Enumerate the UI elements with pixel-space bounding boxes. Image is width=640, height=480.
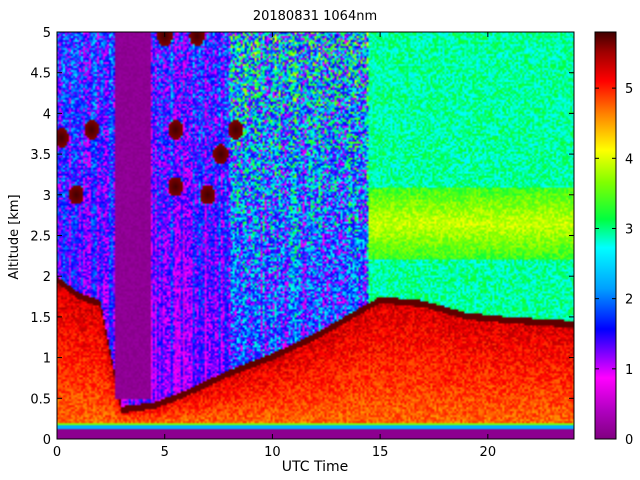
y-tick-label: 4 — [43, 107, 51, 122]
chart-title: 20180831 1064nm — [253, 9, 377, 24]
x-tick-label: 15 — [372, 445, 389, 460]
backscatter-heatmap — [57, 32, 574, 439]
colorbar-tick-label: 1 — [625, 363, 633, 378]
x-axis-ticks: 0 5 10 15 20 — [53, 32, 496, 460]
y-tick-label: 3 — [43, 189, 51, 204]
y-tick-label: 3.5 — [30, 148, 51, 163]
y-tick-label: 2 — [43, 270, 51, 285]
y-tick-label: 1.5 — [30, 311, 51, 326]
y-axis-ticks: 0 0.5 1 1.5 2 2.5 3 3.5 4 4.5 5 — [30, 26, 574, 448]
x-tick-label: 0 — [53, 445, 61, 460]
colorbar-tick-label: 2 — [625, 293, 633, 308]
colorbar-tick-label: 5 — [625, 82, 633, 97]
y-tick-label: 4.5 — [30, 67, 51, 82]
x-tick-label: 20 — [480, 445, 497, 460]
y-tick-label: 2.5 — [30, 230, 51, 245]
colorbar-gradient — [594, 31, 617, 440]
y-tick-label: 5 — [43, 26, 51, 41]
y-tick-label: 0.5 — [30, 392, 51, 407]
colorbar-tick-label: 4 — [625, 152, 633, 167]
x-tick-label: 5 — [161, 445, 169, 460]
colorbar-tick-label: 0 — [625, 433, 633, 448]
x-tick-label: 10 — [264, 445, 281, 460]
plot-area: 0 5 10 15 20 0 0.5 1 1.5 2 2.5 3 3.5 4 4.5 5 — [30, 26, 575, 460]
x-axis-label: UTC Time — [282, 459, 348, 475]
y-axis-label: Altitude [km] — [7, 194, 22, 279]
y-tick-label: 1 — [43, 352, 51, 367]
colorbar-tick-label: 3 — [625, 222, 633, 237]
colorbar: 0 1 2 3 4 5 — [594, 31, 633, 448]
colorbar-ticks: 0 1 2 3 4 5 — [595, 82, 633, 448]
y-tick-label: 0 — [43, 433, 51, 448]
